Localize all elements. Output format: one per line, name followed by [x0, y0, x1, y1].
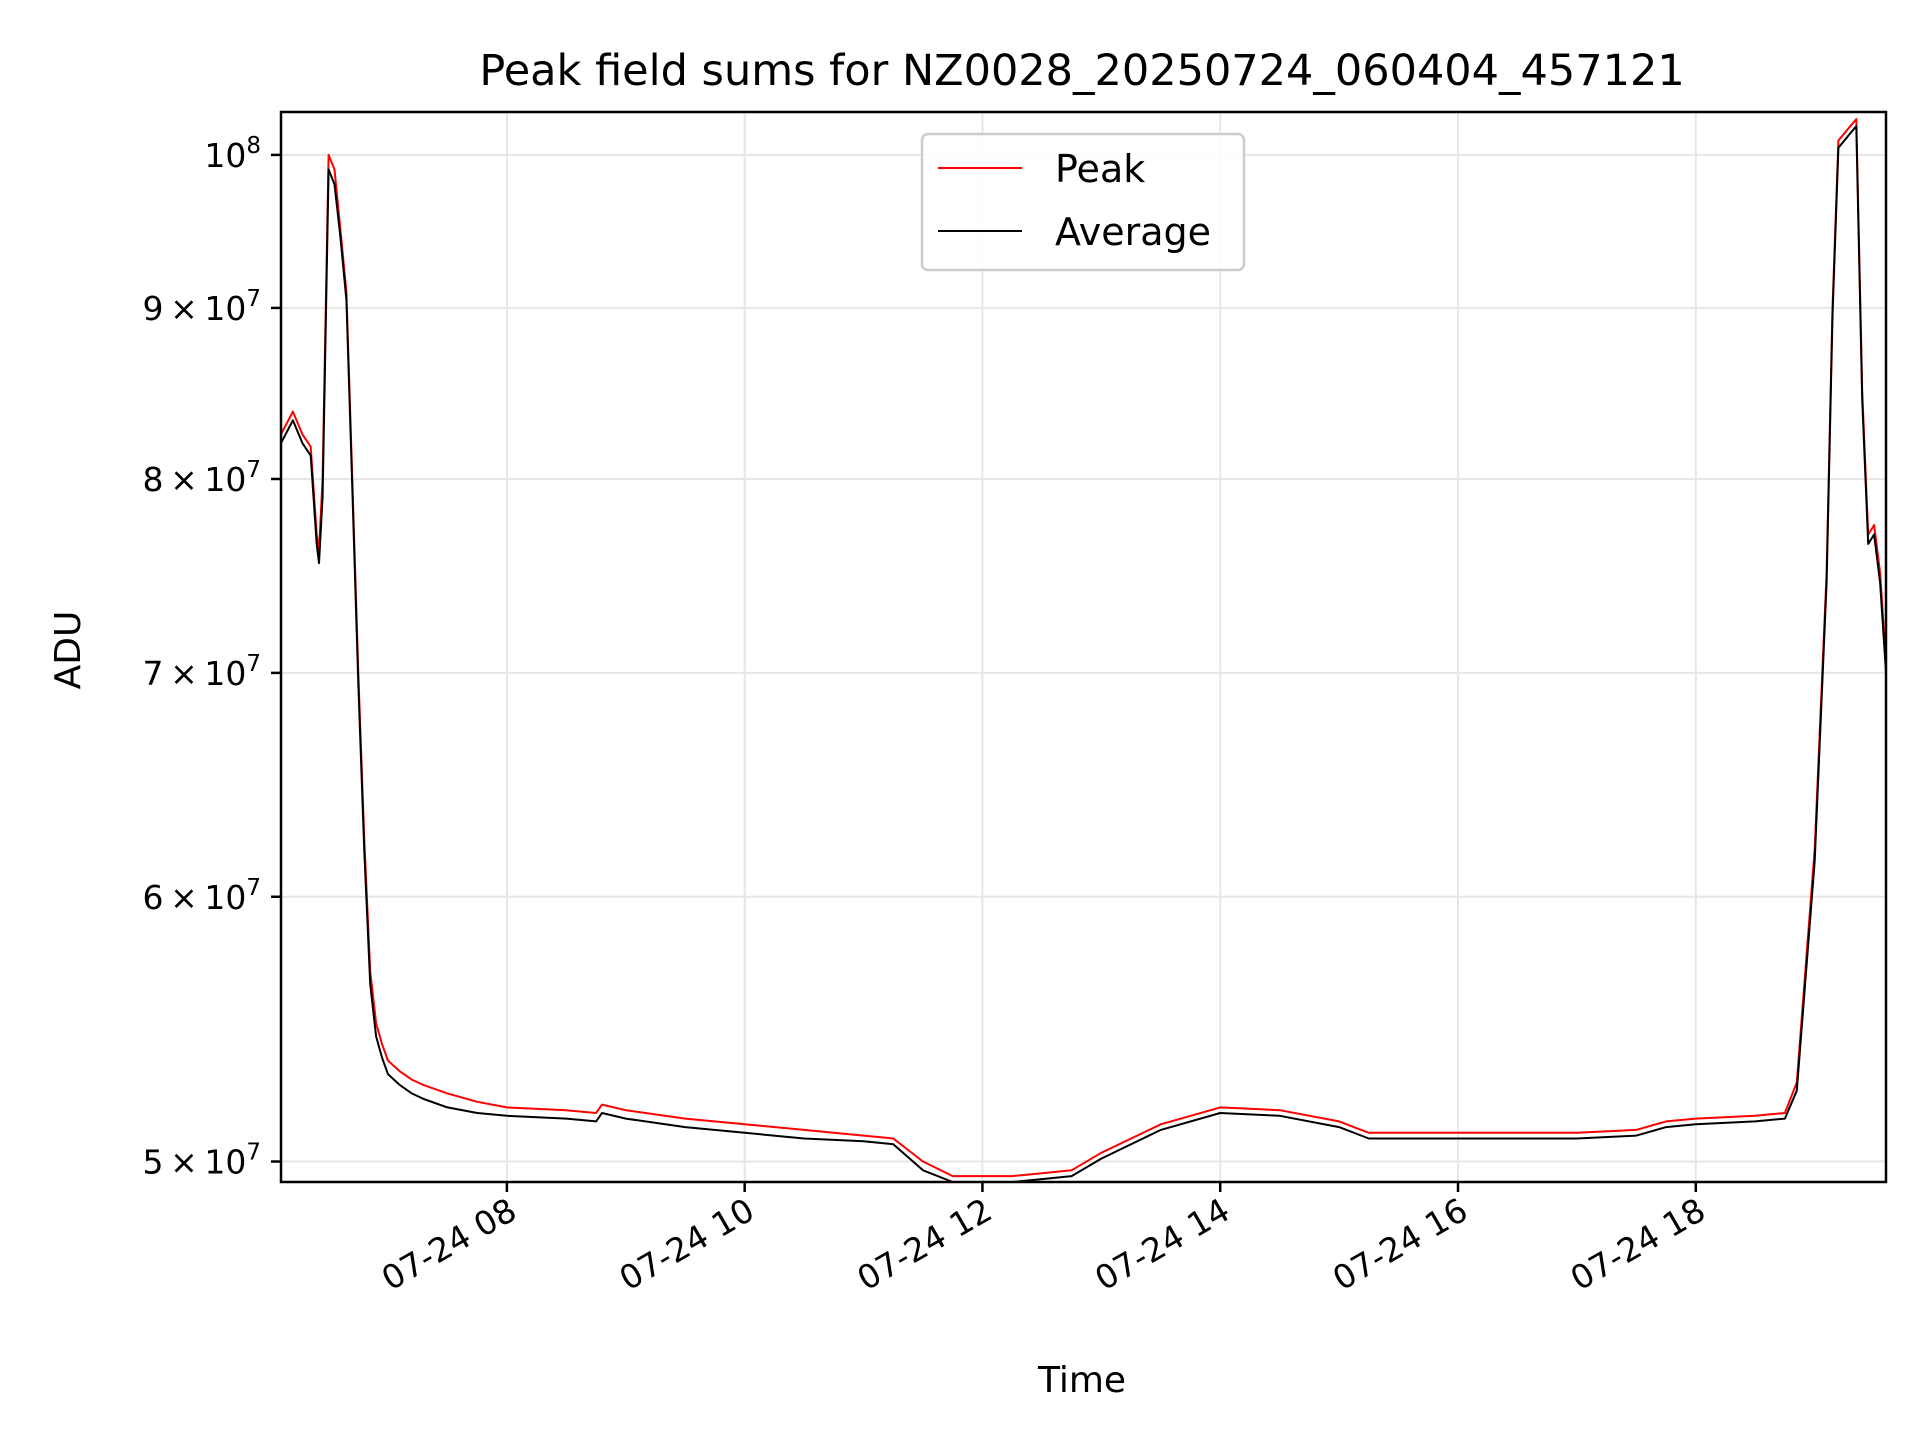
y-tick-label: 5 × 107	[143, 1140, 261, 1182]
y-tick-label: 8 × 107	[143, 457, 261, 499]
y-tick-label-base: 10	[204, 136, 246, 175]
y-tick-label-exponent: 7	[246, 651, 261, 677]
y-tick-label-base: 5 × 10	[143, 1143, 247, 1182]
series-layer	[280, 118, 1887, 1183]
y-tick-label-base: 8 × 10	[143, 460, 247, 499]
y-tick-label-base: 6 × 10	[143, 878, 247, 917]
y-tick-label: 9 × 107	[143, 286, 261, 328]
grid	[281, 112, 1886, 1182]
series-line-average	[280, 125, 1887, 1183]
y-tick-label-base: 9 × 10	[143, 289, 247, 328]
legend: Peak Average	[920, 132, 1246, 272]
x-axis-title: Time	[1037, 1360, 1126, 1401]
y-tick-label-exponent: 7	[246, 286, 261, 312]
y-axis-title: ADU	[48, 611, 89, 690]
y-tick-label-exponent: 7	[246, 875, 261, 901]
y-tick-label-exponent: 7	[246, 457, 261, 483]
y-tick-label-exponent: 7	[246, 1140, 261, 1166]
plot-frame	[279, 110, 1888, 1184]
y-tick-label: 7 × 107	[143, 651, 261, 693]
y-tick-label: 108	[204, 133, 261, 175]
y-tick-label-exponent: 8	[246, 133, 261, 159]
legend-label-average: Average	[1055, 210, 1211, 254]
y-tick-label-base: 7 × 10	[143, 654, 247, 693]
legend-label-peak: Peak	[1055, 147, 1145, 191]
chart-title: Peak field sums for NZ0028_20250724_0604…	[479, 46, 1684, 96]
y-tick-label: 6 × 107	[143, 875, 261, 917]
